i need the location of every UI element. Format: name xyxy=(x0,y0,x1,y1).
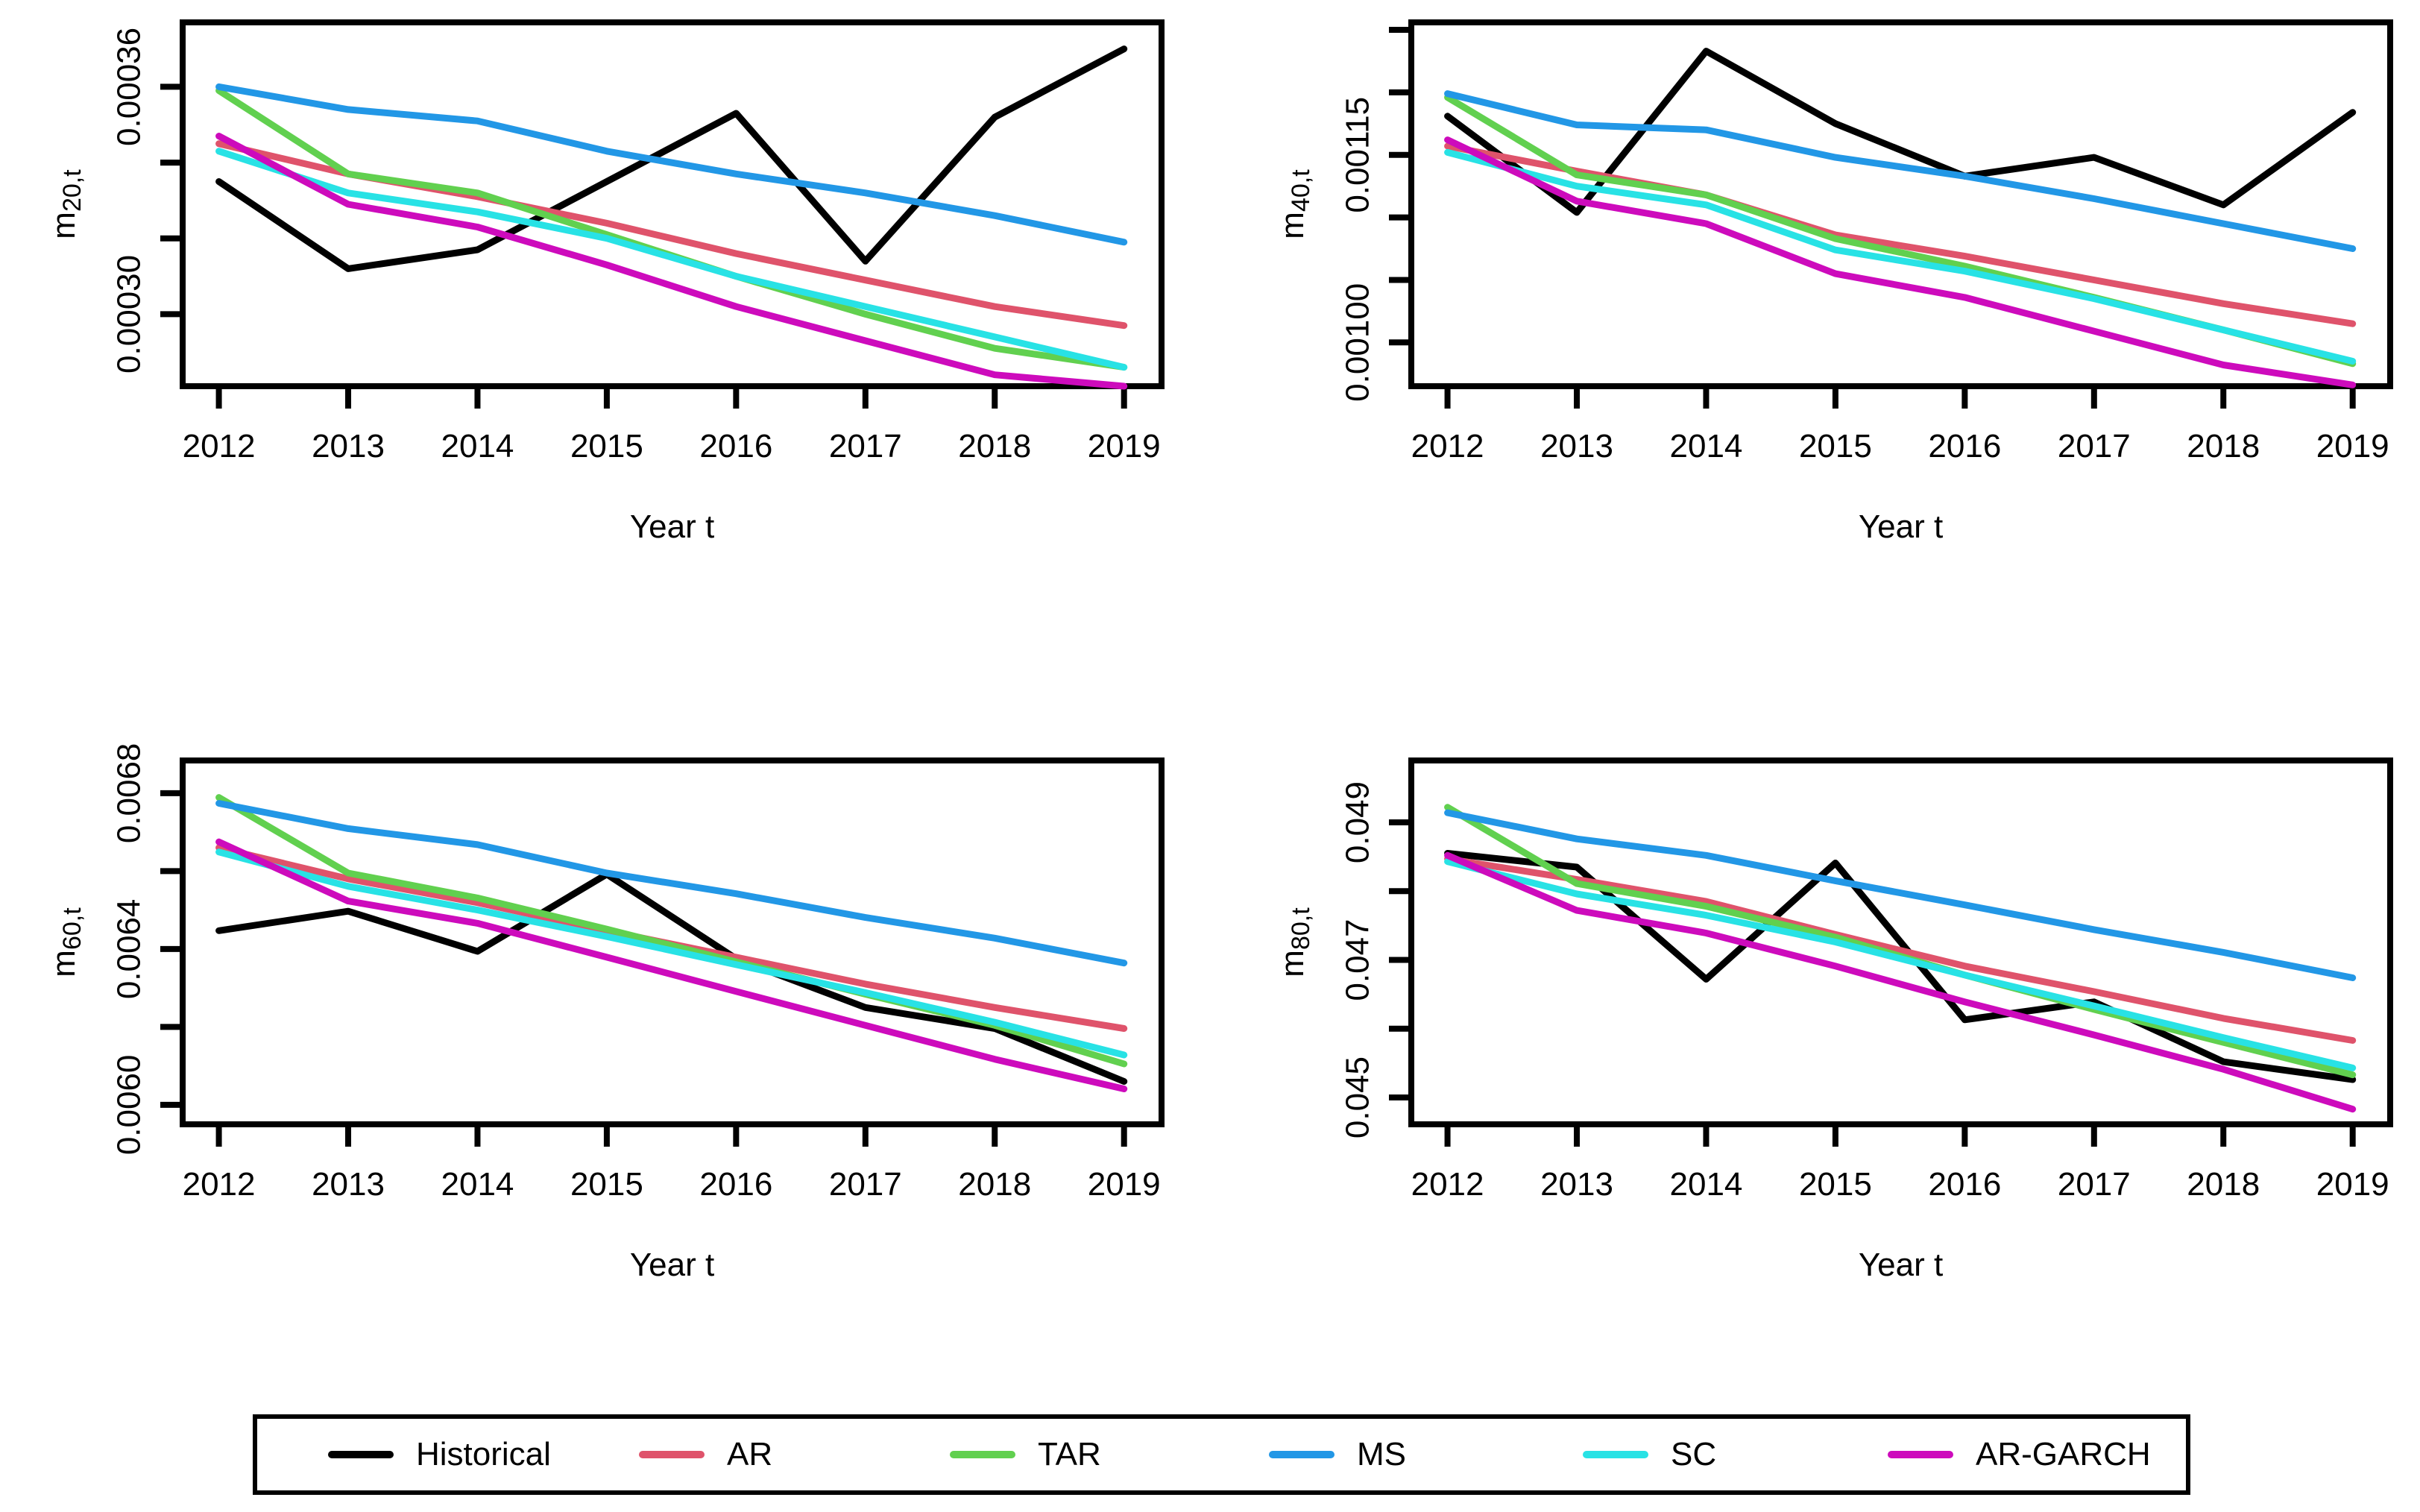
x-axis-title: Year t xyxy=(630,508,714,545)
x-tick-label: 2012 xyxy=(183,428,256,464)
legend-line-swatch-ar xyxy=(639,1451,705,1458)
chart-m80: 2012 2013 2014 2015 2016 2017 2018 2019 0.049 0.0… xyxy=(1274,757,2393,1283)
chart-m60: 2012 2013 2014 2015 2016 2017 2018 2019 0.0068 0.… xyxy=(45,743,1165,1283)
line-series-TAR xyxy=(1444,94,2357,368)
chart-m20: 2012 2013 2014 2015 2016 2017 2018 2019 0.00036 0… xyxy=(45,19,1165,545)
x-tick-label: 2014 xyxy=(441,428,514,464)
x-tick-label: 2014 xyxy=(441,1166,514,1203)
x-tick-label: 2017 xyxy=(2058,1166,2131,1203)
line-series-TAR xyxy=(215,87,1128,371)
x-tick-label: 2014 xyxy=(1670,1166,1743,1203)
y-tick-label: 0.00115 xyxy=(1340,97,1376,213)
x-tick-label: 2017 xyxy=(2058,428,2131,464)
x-tick-label: 2015 xyxy=(570,1166,643,1203)
x-tick-label: 2013 xyxy=(1540,428,1613,464)
y-tick-label: 0.045 xyxy=(1340,1056,1376,1138)
y-axis-title: m40,t xyxy=(1274,169,1316,239)
x-tick-label: 2012 xyxy=(1411,428,1484,464)
x-axis-title: Year t xyxy=(1859,1247,1943,1283)
legend-item-ms: MS xyxy=(1269,1438,1406,1471)
x-tick-label: 2018 xyxy=(958,428,1031,464)
plot-frame xyxy=(1408,19,2393,389)
x-tick-label: 2015 xyxy=(570,428,643,464)
x-axis-title: Year t xyxy=(630,1247,714,1283)
y-axis-title: m80,t xyxy=(1274,907,1316,977)
line-series-Historical xyxy=(1444,48,2357,216)
x-tick-label: 2013 xyxy=(312,1166,385,1203)
legend-item-historical: Historical xyxy=(328,1438,551,1471)
y-tick-label: 0.00036 xyxy=(111,28,148,146)
x-tick-label: 2019 xyxy=(2316,1166,2389,1203)
x-tick-label: 2019 xyxy=(1088,1166,1161,1203)
line-series-SC xyxy=(1444,858,2357,1071)
line-series-AR xyxy=(1444,855,2357,1044)
x-tick-label: 2017 xyxy=(829,428,902,464)
line-series-SC xyxy=(1444,148,2357,365)
plot-frame xyxy=(1408,757,2393,1127)
legend-item-label: AR xyxy=(727,1436,773,1472)
x-tick-label: 2016 xyxy=(1928,428,2001,464)
line-series-AR-GARCH xyxy=(1444,136,2357,388)
legend-line-swatch-sc xyxy=(1583,1451,1648,1458)
x-tick-label: 2012 xyxy=(1411,1166,1484,1203)
y-tick-label: 0.0064 xyxy=(111,899,148,1000)
line-series-AR-GARCH xyxy=(215,838,1128,1092)
legend-line-swatch-tar xyxy=(950,1451,1015,1458)
x-tick-label: 2019 xyxy=(1088,428,1161,464)
legend-line-swatch-ar-garch xyxy=(1888,1451,1953,1458)
y-tick-label: 0.047 xyxy=(1340,919,1376,1001)
y-tick-label: 0.00100 xyxy=(1340,283,1376,402)
x-tick-label: 2019 xyxy=(2316,428,2389,464)
line-series-Historical xyxy=(215,871,1128,1085)
x-tick-label: 2016 xyxy=(699,428,772,464)
y-tick-label: 0.0068 xyxy=(111,743,148,844)
line-series-SC xyxy=(215,148,1128,371)
legend-line-swatch-historical xyxy=(328,1451,394,1458)
x-tick-label: 2015 xyxy=(1799,428,1872,464)
legend-item-sc: SC xyxy=(1583,1438,1716,1471)
line-series-Historical xyxy=(215,45,1128,272)
x-tick-label: 2013 xyxy=(1540,1166,1613,1203)
x-tick-label: 2015 xyxy=(1799,1166,1872,1203)
y-tick-label: 0.00030 xyxy=(111,255,148,374)
x-axis-title: Year t xyxy=(1859,508,1943,545)
legend-item-label: MS xyxy=(1357,1436,1406,1472)
y-tick-label: 0.049 xyxy=(1340,781,1376,863)
line-series-AR xyxy=(215,140,1128,330)
line-series-SC xyxy=(215,848,1128,1059)
legend-item-label: TAR xyxy=(1038,1436,1101,1472)
chart-m40: 2012 2013 2014 2015 2016 2017 2018 2019 0.00115 0… xyxy=(1274,19,2393,545)
x-tick-label: 2014 xyxy=(1670,428,1743,464)
x-tick-label: 2013 xyxy=(312,428,385,464)
y-axis-title: m60,t xyxy=(45,907,87,977)
legend-item-label: AR-GARCH xyxy=(1976,1436,2151,1472)
y-tick-label: 0.0060 xyxy=(111,1055,148,1156)
legend-item-label: SC xyxy=(1671,1436,1717,1472)
x-tick-label: 2012 xyxy=(183,1166,256,1203)
y-axis-title: m20,t xyxy=(45,169,87,239)
legend-item-ar: AR xyxy=(639,1438,772,1471)
line-series-AR-GARCH xyxy=(215,133,1128,390)
x-tick-label: 2018 xyxy=(958,1166,1031,1203)
x-tick-label: 2018 xyxy=(2187,1166,2260,1203)
legend-box: Historical AR TAR MS SC AR-GARCH xyxy=(253,1414,2190,1495)
legend-item-tar: TAR xyxy=(950,1438,1101,1471)
x-tick-label: 2018 xyxy=(2187,428,2260,464)
line-series-MS xyxy=(1444,809,2357,981)
line-series-MS xyxy=(215,83,1128,246)
x-tick-label: 2016 xyxy=(1928,1166,2001,1203)
legend-line-swatch-ms xyxy=(1269,1451,1335,1458)
x-tick-label: 2016 xyxy=(699,1166,772,1203)
plot-frame xyxy=(180,757,1165,1127)
legend-item-ar-garch: AR-GARCH xyxy=(1888,1438,2151,1471)
line-series-AR-GARCH xyxy=(1444,851,2357,1113)
plot-frame xyxy=(180,19,1165,389)
legend-item-label: Historical xyxy=(416,1436,551,1472)
line-series-MS xyxy=(1444,90,2357,252)
line-series-MS xyxy=(215,800,1128,967)
x-tick-label: 2017 xyxy=(829,1166,902,1203)
